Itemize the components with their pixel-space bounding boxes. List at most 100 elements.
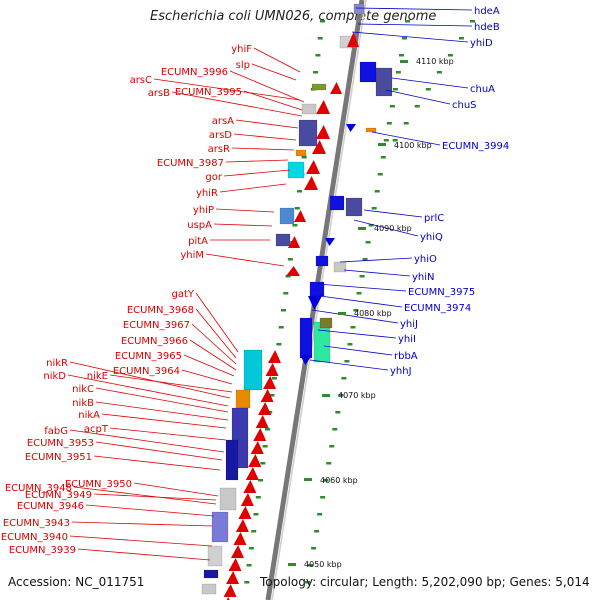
forward-leader [229, 70, 305, 103]
gene-arrow-forward [235, 519, 249, 532]
gene-arrow-forward [258, 402, 272, 415]
gene-block [301, 103, 317, 115]
gene-arrow-forward [243, 480, 257, 493]
gene-label-forward: nikD [43, 371, 66, 382]
tick-mark [287, 258, 293, 261]
tick-mark [470, 20, 475, 23]
kbp-label: 4070 kbp [338, 391, 376, 400]
gene-label-reverse: yhiO [414, 254, 437, 265]
gene-block [353, 3, 365, 15]
gene-label-reverse: ECUMN_3975 [408, 287, 475, 298]
gene-arrow-forward [347, 32, 359, 47]
forward-leader [223, 169, 291, 177]
gene-arrow-forward [330, 82, 342, 94]
tick-mark [317, 513, 323, 516]
forward-leader [69, 361, 231, 399]
kbp-tick [338, 312, 346, 315]
reverse-leader [391, 77, 469, 89]
gene-arrow-forward [245, 467, 259, 480]
tick-mark [405, 20, 410, 23]
gene-arrow-forward [255, 415, 269, 428]
gene-arrow-forward [312, 140, 326, 154]
gene-label-forward: yhiF [231, 44, 252, 55]
gene-label-forward: arsR [208, 144, 230, 155]
gene-label-forward: ECUMN_3987 [157, 158, 224, 169]
gene-block [333, 261, 347, 273]
gene-block [315, 255, 329, 267]
gene-label-forward: ECUMN_3940 [1, 532, 68, 543]
gene-label-forward: yhiP [193, 205, 214, 216]
tick-mark [301, 156, 307, 159]
tick-mark [244, 581, 250, 584]
gene-arrow-forward [226, 597, 230, 600]
tick-mark [320, 496, 326, 499]
gene-label-forward: slp [236, 60, 250, 71]
forward-leader [189, 339, 237, 371]
gene-block [235, 389, 251, 409]
tick-mark [335, 411, 341, 414]
tick-mark [332, 428, 338, 431]
tick-mark [320, 20, 325, 23]
forward-leader [235, 119, 299, 129]
forward-leader [213, 223, 273, 227]
gene-arrow-forward [233, 532, 247, 545]
reverse-leader [357, 23, 473, 27]
gene-block [329, 195, 345, 211]
tick-mark [262, 445, 268, 448]
accession-text: Accession: NC_011751 [8, 575, 145, 589]
tick-mark [294, 207, 300, 210]
tick-mark [353, 309, 359, 312]
gene-label-forward: pitA [188, 236, 208, 247]
forward-leader [133, 482, 219, 497]
tick-mark [314, 530, 320, 533]
tick-mark [271, 377, 277, 380]
tick-mark [338, 394, 344, 397]
forward-leader [243, 90, 303, 111]
gene-label-forward: ECUMN_3965 [115, 351, 182, 362]
gene-arrow-forward [226, 571, 240, 584]
reverse-leader [311, 309, 399, 324]
gene-arrow-forward [265, 363, 279, 376]
tick-mark [315, 54, 321, 57]
gene-label-reverse: hdeA [474, 6, 500, 17]
tick-mark [447, 54, 453, 57]
gene-label-forward: ECUMN_3995 [175, 87, 242, 98]
genome-info-text: Topology: circular; Length: 5,202,090 bp… [260, 575, 590, 589]
gene-arrow-forward [240, 493, 254, 506]
gene-label-forward: yhiM [180, 250, 204, 261]
gene-label-forward: nikR [46, 358, 68, 369]
gene-label-reverse: prlC [424, 213, 444, 224]
gene-label-forward: fabG [44, 426, 68, 437]
forward-leader [67, 374, 229, 407]
tick-mark [395, 71, 401, 74]
tick-mark [329, 445, 335, 448]
gene-arrow-forward [288, 236, 300, 248]
gene-label-reverse: yhiD [470, 38, 493, 49]
gene-arrow-forward [260, 389, 274, 402]
gene-block [219, 487, 237, 511]
gene-label-reverse: yhiI [398, 334, 416, 345]
gene-label-forward: ECUMN_3939 [9, 545, 76, 556]
reverse-leader [317, 283, 407, 292]
gene-label-reverse: yhiQ [420, 232, 443, 243]
tick-mark [458, 37, 464, 40]
gene-block [365, 127, 377, 133]
tick-mark [425, 88, 431, 91]
gene-label-reverse: yhhJ [390, 366, 412, 377]
tick-mark [248, 547, 254, 550]
tick-mark [374, 190, 380, 193]
forward-leader [251, 63, 297, 81]
kbp-scale-layer: 4110 kbp 4100 kbp 4090 kbp 4080 kbp 4070 kbp… [288, 57, 454, 569]
gene-block [311, 83, 327, 91]
forward-leader [225, 159, 289, 163]
gene-arrow-forward [294, 210, 306, 222]
forward-leader [183, 354, 235, 377]
tick-mark [371, 207, 377, 210]
gene-label-forward: uspA [187, 220, 212, 231]
gene-arrow-reverse [325, 238, 335, 246]
tick-mark [305, 581, 311, 584]
gene-label-forward: ECUMN_3948 [5, 483, 72, 494]
tick-mark [285, 275, 291, 278]
tick-mark [392, 139, 398, 142]
tick-mark [389, 105, 395, 108]
